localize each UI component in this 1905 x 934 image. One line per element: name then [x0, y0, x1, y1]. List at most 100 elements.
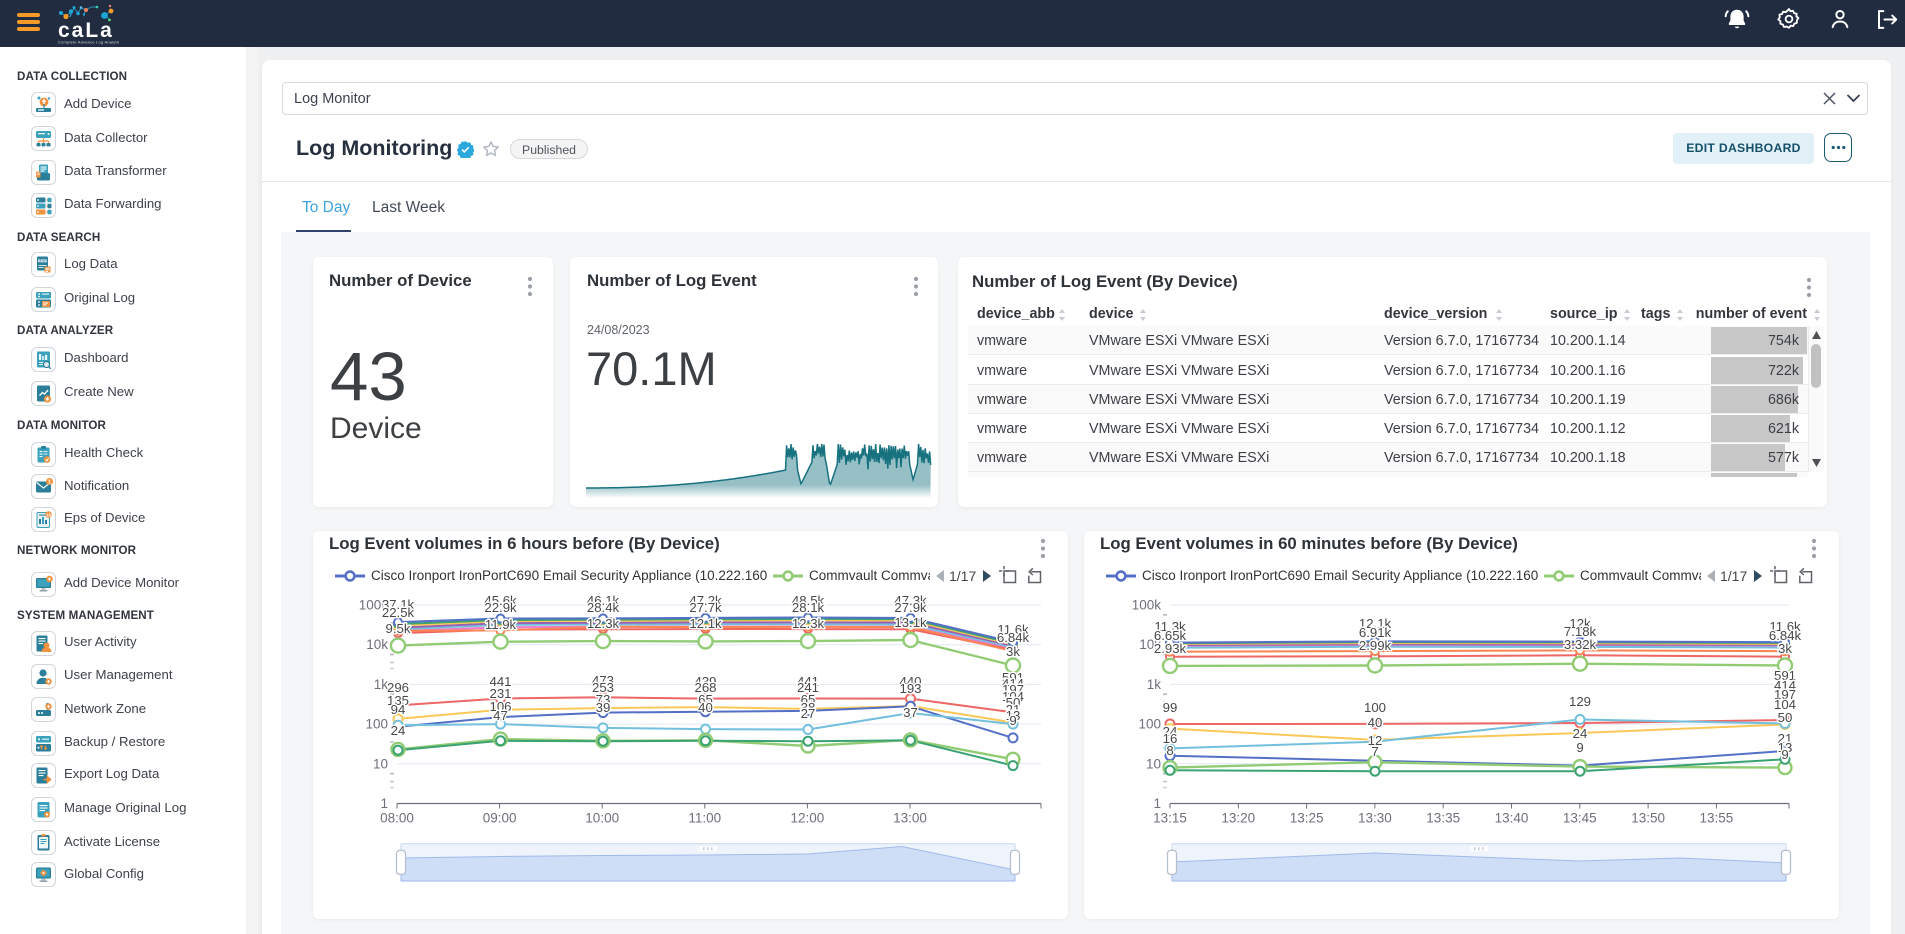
svg-text:24: 24 — [391, 723, 406, 738]
svg-text:7.18k: 7.18k — [1564, 624, 1597, 639]
svg-text:414: 414 — [1774, 678, 1796, 693]
svg-text:591: 591 — [1002, 670, 1024, 685]
svg-text:13:25: 13:25 — [1290, 811, 1324, 826]
svg-text:241: 241 — [797, 680, 819, 695]
svg-text:9: 9 — [1009, 713, 1016, 728]
svg-text:231: 231 — [489, 686, 511, 701]
svg-text:10:00: 10:00 — [585, 811, 619, 826]
svg-text:193: 193 — [899, 681, 921, 696]
svg-text:1k: 1k — [1147, 677, 1162, 692]
svg-text:100k: 100k — [359, 598, 389, 613]
svg-text:197: 197 — [1002, 682, 1024, 697]
svg-text:39: 39 — [596, 700, 611, 715]
svg-text:10k: 10k — [1139, 637, 1161, 652]
svg-text:11.3k: 11.3k — [1154, 619, 1186, 634]
svg-text:12k: 12k — [1569, 616, 1591, 631]
svg-text:22.9k: 22.9k — [484, 600, 517, 615]
svg-text:13:00: 13:00 — [893, 811, 927, 826]
svg-text:13: 13 — [1006, 708, 1021, 723]
svg-text:28.4k: 28.4k — [587, 600, 620, 615]
svg-text:12.3k: 12.3k — [792, 616, 825, 631]
svg-text:8: 8 — [1166, 743, 1173, 758]
svg-text:296: 296 — [387, 680, 409, 695]
svg-text:47.3k: 47.3k — [894, 593, 927, 608]
svg-text:473: 473 — [592, 673, 614, 688]
svg-text:13:15: 13:15 — [1153, 811, 1187, 826]
svg-text:2.99k: 2.99k — [1359, 638, 1392, 653]
svg-text:Complete Advance Log Analytics: Complete Advance Log Analytics — [58, 40, 119, 45]
svg-text:591: 591 — [1774, 668, 1796, 683]
svg-text:37.1k: 37.1k — [382, 597, 415, 612]
svg-text:13:45: 13:45 — [1563, 811, 1597, 826]
svg-text:6.65k: 6.65k — [1154, 628, 1187, 643]
svg-text:100: 100 — [1364, 700, 1386, 715]
svg-text:10: 10 — [373, 756, 388, 771]
svg-text:16: 16 — [1163, 731, 1178, 746]
svg-text:13:55: 13:55 — [1700, 811, 1734, 826]
svg-text:DATA: DATA — [38, 259, 48, 263]
svg-text:13:20: 13:20 — [1221, 811, 1255, 826]
svg-text:13:50: 13:50 — [1631, 811, 1665, 826]
svg-text:3k: 3k — [1006, 644, 1020, 659]
svg-text:100k: 100k — [1132, 598, 1162, 613]
svg-text:11.6k: 11.6k — [997, 622, 1029, 637]
svg-text:45.6k: 45.6k — [484, 593, 517, 608]
svg-text:22.5k: 22.5k — [382, 605, 415, 620]
svg-text:40: 40 — [698, 700, 713, 715]
svg-text:12:00: 12:00 — [791, 811, 825, 826]
svg-text:caLa: caLa — [58, 19, 114, 42]
svg-text:1: 1 — [48, 479, 51, 485]
svg-text:100: 100 — [365, 717, 388, 732]
svg-text:10: 10 — [46, 512, 52, 517]
svg-text:47.2k: 47.2k — [689, 593, 722, 608]
svg-text:11.9k: 11.9k — [485, 617, 517, 632]
svg-text:9: 9 — [1781, 747, 1788, 762]
svg-text:439: 439 — [694, 674, 716, 689]
svg-text:09:00: 09:00 — [483, 811, 517, 826]
svg-text:37: 37 — [903, 705, 918, 720]
svg-text:47: 47 — [493, 708, 508, 723]
svg-text:94: 94 — [391, 702, 406, 717]
svg-text:27.9k: 27.9k — [894, 600, 927, 615]
svg-text:253: 253 — [592, 680, 614, 695]
svg-text:197: 197 — [1774, 687, 1796, 702]
svg-text:27: 27 — [801, 706, 816, 721]
svg-text:10k: 10k — [366, 637, 388, 652]
svg-text:13.1k: 13.1k — [894, 615, 927, 630]
svg-text:21: 21 — [1778, 731, 1793, 746]
svg-text:12.1k: 12.1k — [1359, 616, 1392, 631]
svg-text:65: 65 — [698, 692, 713, 707]
svg-text:2.93k: 2.93k — [1154, 641, 1187, 656]
svg-text:9.5k: 9.5k — [386, 621, 411, 636]
svg-text:27.7k: 27.7k — [689, 600, 722, 615]
svg-text:414: 414 — [1002, 676, 1024, 691]
svg-text:12.1k: 12.1k — [689, 616, 722, 631]
svg-text:99: 99 — [1163, 700, 1178, 715]
svg-text:28.1k: 28.1k — [792, 600, 825, 615]
svg-text:7: 7 — [1371, 744, 1378, 759]
svg-text:13:35: 13:35 — [1426, 811, 1460, 826]
svg-text:50: 50 — [1006, 695, 1021, 710]
svg-text:65: 65 — [801, 692, 816, 707]
svg-text:08:00: 08:00 — [380, 811, 414, 826]
svg-text:3k: 3k — [1778, 641, 1792, 656]
svg-text:135: 135 — [387, 693, 409, 708]
svg-text:11.6k: 11.6k — [1769, 619, 1801, 634]
svg-text:9: 9 — [1576, 740, 1583, 755]
svg-text:6.84k: 6.84k — [997, 630, 1030, 645]
svg-text:12.3k: 12.3k — [587, 616, 620, 631]
svg-text:440: 440 — [899, 674, 921, 689]
svg-text:441: 441 — [489, 674, 511, 689]
svg-text:12: 12 — [1368, 733, 1383, 748]
svg-text:1k: 1k — [374, 677, 389, 692]
svg-text:73: 73 — [596, 692, 611, 707]
svg-text:6.84k: 6.84k — [1769, 628, 1802, 643]
svg-text:13:40: 13:40 — [1495, 811, 1529, 826]
svg-text:38: 38 — [801, 700, 816, 715]
svg-text:48.5k: 48.5k — [792, 593, 825, 608]
svg-text:104: 104 — [1002, 689, 1024, 704]
svg-text:268: 268 — [694, 680, 716, 695]
svg-text:10: 10 — [1146, 756, 1161, 771]
svg-text:106: 106 — [489, 699, 511, 714]
svg-text:104: 104 — [1774, 697, 1796, 712]
